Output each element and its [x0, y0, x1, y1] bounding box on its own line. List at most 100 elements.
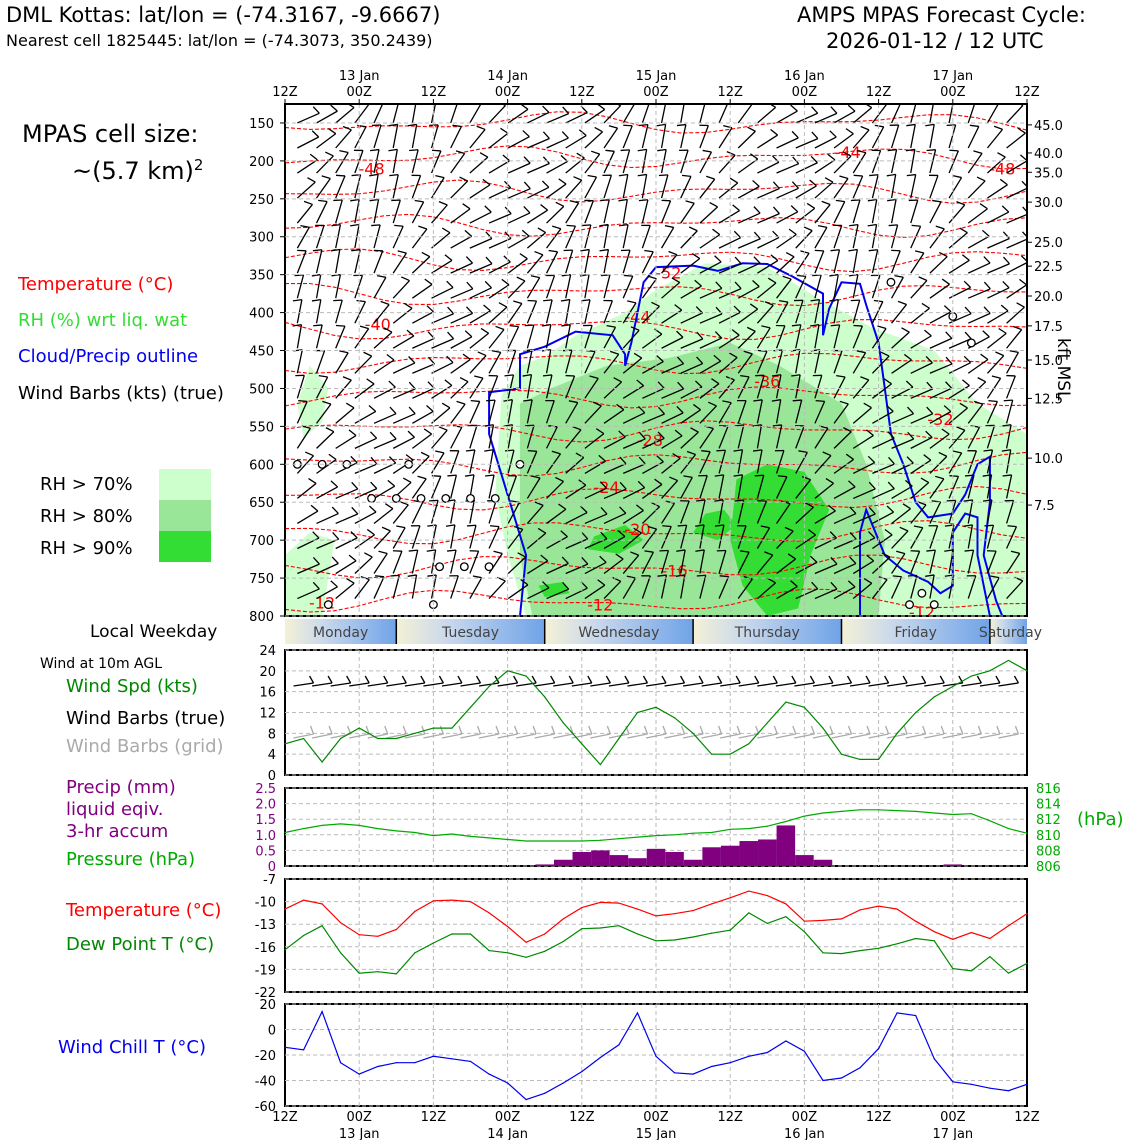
- wind-barb-flag: [520, 578, 529, 586]
- wind-barb-flag: [371, 224, 381, 227]
- wind-barb: [871, 174, 879, 199]
- wind-barb: [699, 524, 705, 549]
- wind-barb-flag: [752, 280, 760, 288]
- surface-barb-grid: [775, 733, 796, 739]
- wind-barb: [373, 386, 396, 399]
- wind-barb: [948, 232, 968, 249]
- dewpoint-line-point: [803, 931, 806, 933]
- top-time-tick: 00Z: [346, 85, 372, 100]
- wind-chill-line-point: [785, 1040, 787, 1042]
- wind-barb: [757, 161, 780, 174]
- dewpoint-line-point: [636, 933, 639, 935]
- wind-barb: [910, 413, 934, 424]
- wind-barb-flag: [906, 456, 914, 464]
- wind-barb-flag: [801, 475, 811, 481]
- wind-barb-flag: [743, 350, 753, 355]
- wind-barb-flag: [788, 228, 797, 236]
- temp-tick-label: -13: [255, 918, 276, 933]
- temperature-line-point: [451, 899, 453, 901]
- wind-barb: [795, 138, 819, 149]
- wind-barb-flag: [350, 198, 360, 202]
- kft-tick-label: 45.0: [1034, 119, 1063, 134]
- wind-barb-flag: [863, 402, 872, 409]
- weekday-band: [693, 619, 842, 644]
- wind-barb: [546, 588, 569, 600]
- bottom-time-tick: 12Z: [421, 1110, 447, 1125]
- wind-barb: [737, 474, 744, 499]
- surface-barb-grid-flag: [1014, 725, 1020, 735]
- wind-barb: [296, 324, 303, 349]
- wind-barb-flag: [345, 402, 355, 409]
- wind-barb: [584, 351, 596, 374]
- surface-barb-true-flag: [865, 675, 871, 684]
- surface-barb-grid-flag: [810, 725, 816, 735]
- wind-barb-flag: [810, 299, 820, 302]
- wind-barb: [852, 434, 874, 449]
- wind-barb: [411, 478, 427, 499]
- wind-barb: [354, 174, 362, 199]
- wind-barb: [488, 132, 509, 149]
- wind-barb-flag: [715, 281, 723, 289]
- wind-barb: [392, 388, 416, 399]
- wind-barb-flag: [633, 352, 643, 359]
- wind-barb: [718, 499, 724, 524]
- wind-speed-line-point: [414, 732, 416, 734]
- surface-barb-true: [849, 682, 871, 687]
- wind-barb: [316, 486, 338, 500]
- wind-barb-flag: [364, 552, 373, 558]
- wind-barb-flag: [618, 430, 626, 438]
- wind-barb: [737, 525, 747, 549]
- wind-barb: [297, 159, 318, 174]
- wind-barb: [756, 304, 774, 324]
- wind-barb: [488, 105, 506, 124]
- wind-barb: [680, 176, 692, 199]
- wind-barb-flag: [920, 477, 930, 484]
- wind-barb: [699, 125, 709, 149]
- wind-barb-flag: [694, 279, 702, 287]
- wind-barb: [718, 357, 738, 374]
- wind-barb-flag: [509, 324, 519, 328]
- wind-barb-flag: [863, 578, 873, 584]
- surface-barb-grid: [534, 733, 555, 739]
- wind-barb: [756, 475, 765, 499]
- wind-barb-flag: [830, 249, 840, 252]
- wind-barb: [297, 112, 320, 124]
- wind-barb: [1006, 553, 1021, 574]
- wind-barb: [1006, 104, 1024, 124]
- wind-barb: [392, 362, 416, 374]
- wind-barb-flag: [839, 175, 849, 180]
- temperature-line-point: [933, 931, 935, 933]
- wind-barb-flag: [576, 152, 585, 159]
- wind-barb-flag: [767, 577, 776, 584]
- wind-barb-flag: [600, 199, 610, 202]
- wind-barb: [948, 476, 960, 499]
- wind-barb: [316, 133, 337, 149]
- wind-barb: [967, 403, 984, 424]
- calm-circle: [441, 493, 451, 503]
- wind-barb: [430, 476, 442, 499]
- wind-barb: [450, 549, 457, 574]
- wind-barb-flag: [747, 126, 756, 132]
- wind-barb: [392, 149, 398, 174]
- wind-barb-flag: [720, 100, 729, 101]
- wind-barb: [373, 331, 393, 349]
- wind-barb: [392, 174, 399, 199]
- station-title: DML Kottas: lat/lon = (-74.3167, -9.6667…: [6, 3, 441, 27]
- wind-barb: [296, 349, 303, 374]
- temperature-line-point: [840, 918, 843, 920]
- cell-size-line2: ~(5.7 km)2: [72, 156, 203, 185]
- wind-barb-flag: [348, 429, 357, 437]
- wind-barb: [316, 513, 339, 525]
- dewpoint-line-point: [692, 936, 694, 938]
- temperature-line-point: [488, 912, 490, 914]
- wind-barb-flag: [322, 400, 332, 405]
- calm-circle: [917, 588, 927, 598]
- wind-barb-flag: [527, 299, 537, 302]
- calm-circle: [435, 562, 445, 572]
- wind-barb-flag: [836, 375, 846, 378]
- wind-barb: [546, 113, 569, 124]
- surface-barb-true: [441, 682, 463, 687]
- wind-barb-flag: [708, 401, 717, 407]
- wind-barb: [871, 556, 891, 574]
- wind-barb: [833, 512, 857, 525]
